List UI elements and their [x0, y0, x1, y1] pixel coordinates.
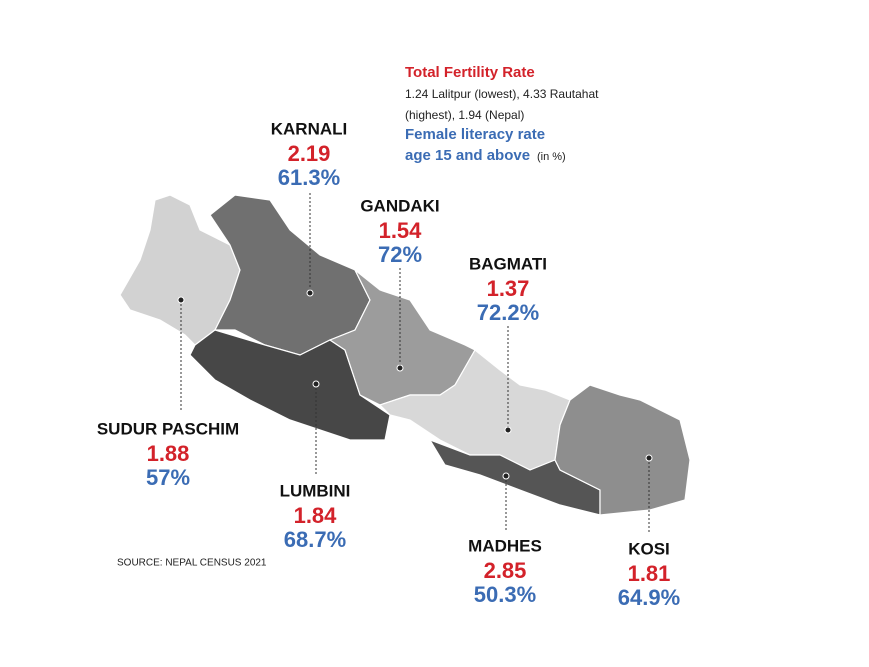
location-dot [312, 380, 320, 388]
province-name: LUMBINI [280, 481, 351, 500]
province-name: KARNALI [271, 119, 348, 138]
map [119, 194, 691, 516]
fertility-rate: 1.54 [379, 218, 423, 243]
fertility-rate: 2.19 [288, 141, 331, 166]
province-name: GANDAKI [360, 196, 439, 215]
location-dot [504, 426, 512, 434]
province-name: SUDUR PASCHIM [97, 419, 239, 438]
legend-note: 1.24 Lalitpur (lowest), 4.33 Rautahat [405, 87, 599, 101]
fertility-rate: 2.85 [484, 558, 527, 583]
province-name: BAGMATI [469, 254, 547, 273]
province-name: KOSI [628, 539, 670, 558]
literacy-rate: 68.7% [284, 527, 346, 552]
fertility-rate: 1.81 [628, 561, 671, 586]
legend-title: Female literacy rate [405, 126, 545, 143]
literacy-rate: 57% [146, 465, 190, 490]
literacy-rate: 50.3% [474, 582, 536, 607]
legend-note: (highest), 1.94 (Nepal) [405, 108, 524, 122]
literacy-rate: 72% [378, 242, 422, 267]
kosi-shape [554, 384, 691, 516]
leaders [177, 193, 653, 533]
legend-title: age 15 and above [405, 147, 530, 164]
location-dot [306, 289, 314, 297]
fertility-rate: 1.37 [487, 276, 530, 301]
literacy-rate: 61.3% [278, 165, 340, 190]
lumbini-shape [189, 329, 391, 441]
literacy-rate: 72.2% [477, 300, 539, 325]
legend-title: Total Fertility Rate [405, 64, 535, 81]
fertility-rate: 1.88 [147, 441, 190, 466]
location-dot [396, 364, 404, 372]
literacy-rate: 64.9% [618, 585, 680, 610]
source: SOURCE: NEPAL CENSUS 2021 [117, 558, 267, 569]
legend: Total Fertility Rate 1.24 Lalitpur (lowe… [405, 64, 599, 164]
legend-unit: (in %) [537, 151, 566, 163]
location-dot [177, 296, 185, 304]
location-dot [502, 472, 510, 480]
fertility-rate: 1.84 [294, 503, 338, 528]
location-dot [645, 454, 653, 462]
province-name: MADHES [468, 536, 542, 555]
